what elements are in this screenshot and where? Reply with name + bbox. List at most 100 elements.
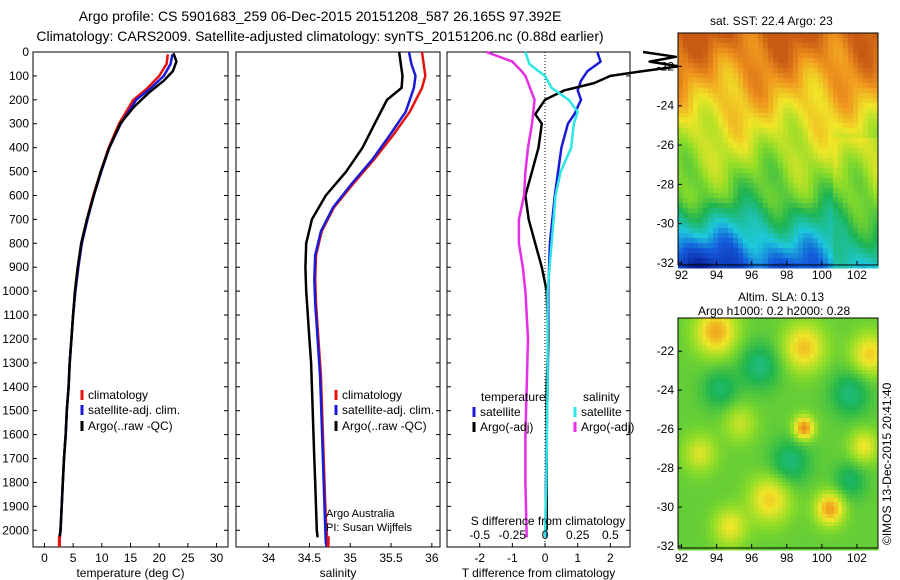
panel-1-xtick-label: 0 bbox=[41, 551, 48, 565]
depth-tick-label: 1100 bbox=[3, 308, 29, 322]
panel-2-xtick-label: 34.5 bbox=[298, 551, 322, 565]
argo-australia-label: Argo Australia bbox=[326, 508, 395, 520]
depth-tick-label: 1900 bbox=[2, 499, 29, 513]
panel-1-series-line bbox=[58, 52, 178, 538]
depth-tick-label: 1200 bbox=[2, 332, 29, 346]
sla-map-title: Altim. SLA: 0.13 bbox=[738, 290, 825, 304]
depth-tick-label: 100 bbox=[9, 69, 29, 83]
map-4-ytick-label: -30 bbox=[657, 500, 675, 514]
depth-tick-label: 200 bbox=[9, 93, 29, 107]
depth-tick-label: 2000 bbox=[2, 523, 29, 537]
panel-2-frame bbox=[235, 51, 441, 548]
map-3-ytick-label: -26 bbox=[657, 138, 675, 152]
map-4-xtick-label: 96 bbox=[745, 551, 759, 565]
panel-1-xtick-label: 20 bbox=[152, 551, 166, 565]
map-3-xtick-label: 98 bbox=[780, 268, 794, 282]
sst-map-title: sat. SST: 22.4 Argo: 23 bbox=[710, 14, 833, 28]
panel-1-xtick-label: 10 bbox=[95, 551, 109, 565]
diff-legend-label: satellite bbox=[581, 405, 622, 419]
depth-tick-label: 600 bbox=[9, 188, 29, 202]
panel-1-xtick-label: 15 bbox=[124, 551, 138, 565]
map-4-ytick-label: -32 bbox=[657, 539, 675, 553]
map-3-ytick-label: -22 bbox=[657, 59, 675, 73]
panel-1-series-line bbox=[58, 54, 174, 543]
sdiff-tick-label: -0.5 bbox=[469, 528, 490, 542]
depth-tick-label: 300 bbox=[9, 117, 29, 131]
depth-tick-label: 700 bbox=[9, 212, 29, 226]
diff-legend-label: Argo(-adj) bbox=[480, 420, 533, 434]
map-4-cells bbox=[678, 318, 879, 551]
panel-2-xlabel: salinity bbox=[320, 566, 357, 580]
panel-2-series-line bbox=[304, 51, 404, 538]
depth-tick-label: 0 bbox=[22, 45, 29, 59]
depth-tick-label: 900 bbox=[9, 260, 29, 274]
depth-tick-label: 1600 bbox=[2, 428, 29, 442]
panel-1-legend-label: climatology bbox=[88, 388, 148, 402]
map-4-ytick-label: -24 bbox=[657, 383, 675, 397]
map-3-ytick-label: -24 bbox=[657, 99, 675, 113]
panel-2-xtick-label: 35.5 bbox=[379, 551, 403, 565]
panel-3-xtick-label: -1 bbox=[507, 551, 518, 565]
sla-map-subtitle: Argo h1000: 0.2 h2000: 0.28 bbox=[698, 304, 851, 318]
map-4-xtick-label: 94 bbox=[710, 551, 724, 565]
map-3-xtick-label: 102 bbox=[847, 268, 867, 282]
map-3-frame bbox=[677, 32, 879, 266]
panel-1-xtick-label: 30 bbox=[210, 551, 224, 565]
map-3-ytick-label: -32 bbox=[657, 256, 675, 270]
panel-3-xtick-label: 1 bbox=[574, 551, 581, 565]
panel-2-legend-label: climatology bbox=[342, 388, 402, 402]
map-3-ytick-label: -30 bbox=[657, 217, 675, 231]
map-4-frame bbox=[677, 317, 879, 549]
map-4-xtick-label: 98 bbox=[780, 551, 794, 565]
panel-3-frame bbox=[446, 51, 631, 548]
map-4-ytick-label: -28 bbox=[657, 461, 675, 475]
sdiff-tick-label: -0.25 bbox=[499, 528, 527, 542]
panel-2-series-line bbox=[313, 51, 417, 548]
panel-2-series-line bbox=[313, 51, 427, 548]
panel-2-xtick-label: 34 bbox=[262, 551, 276, 565]
depth-tick-label: 500 bbox=[9, 165, 29, 179]
panel-1-legend-label: Argo(..raw -QC) bbox=[88, 419, 173, 433]
map-4-ytick-label: -26 bbox=[657, 422, 675, 436]
panel-2-xtick-label: 35 bbox=[344, 551, 358, 565]
panel-3-xlabel: T difference from climatology bbox=[462, 566, 616, 580]
map-3-ytick-label: -28 bbox=[657, 177, 675, 191]
depth-tick-label: 800 bbox=[9, 236, 29, 250]
pi-name-label: PI: Susan Wijffels bbox=[326, 522, 412, 534]
diff-legend-label: Argo(-adj) bbox=[581, 420, 634, 434]
map-3-xtick-label: 96 bbox=[745, 268, 759, 282]
map-3-cells bbox=[678, 33, 879, 269]
panel-3-series-line bbox=[485, 50, 536, 538]
panel-3-xtick-label: 2 bbox=[607, 551, 614, 565]
panel-3-series-line bbox=[524, 51, 579, 538]
sdiff-tick-label: 0 bbox=[542, 528, 549, 542]
panel-2-xtick-label: 36 bbox=[425, 551, 439, 565]
depth-tick-label: 1700 bbox=[2, 452, 29, 466]
panel-2-legend-label: Argo(..raw -QC) bbox=[342, 419, 427, 433]
diff-legend-label: satellite bbox=[480, 405, 521, 419]
depth-tick-label: 1800 bbox=[2, 475, 29, 489]
imos-watermark: ©IMOS 13-Dec-2015 20:41:40 bbox=[880, 382, 894, 545]
map-3-xtick-label: 92 bbox=[675, 268, 689, 282]
figure-title-line1: Argo profile: CS 5901683_259 06-Dec-2015… bbox=[78, 8, 562, 24]
panel-1-xtick-label: 25 bbox=[181, 551, 195, 565]
depth-tick-label: 1300 bbox=[2, 356, 29, 370]
map-3-xtick-label: 100 bbox=[812, 268, 832, 282]
panel-1-xtick-label: 5 bbox=[70, 551, 77, 565]
sdiff-tick-label: 0.25 bbox=[566, 528, 590, 542]
panel-3-xtick-label: 0 bbox=[542, 551, 549, 565]
legend-temperature-header: temperature bbox=[481, 390, 546, 404]
map-4-xtick-label: 92 bbox=[675, 551, 689, 565]
depth-tick-label: 400 bbox=[9, 141, 29, 155]
figure-title-line2: Climatology: CARS2009. Satellite-adjuste… bbox=[36, 28, 604, 44]
depth-tick-label: 1000 bbox=[2, 284, 29, 298]
map-3-xtick-label: 94 bbox=[710, 268, 724, 282]
legend-salinity-header: salinity bbox=[583, 390, 620, 404]
map-4-xtick-label: 100 bbox=[812, 551, 832, 565]
depth-tick-label: 1500 bbox=[2, 404, 29, 418]
map-4-xtick-label: 102 bbox=[847, 551, 867, 565]
depth-tick-label: 1400 bbox=[2, 380, 29, 394]
map-4-ytick-label: -22 bbox=[657, 344, 675, 358]
panel-1-legend-label: satellite-adj. clim. bbox=[88, 403, 180, 417]
